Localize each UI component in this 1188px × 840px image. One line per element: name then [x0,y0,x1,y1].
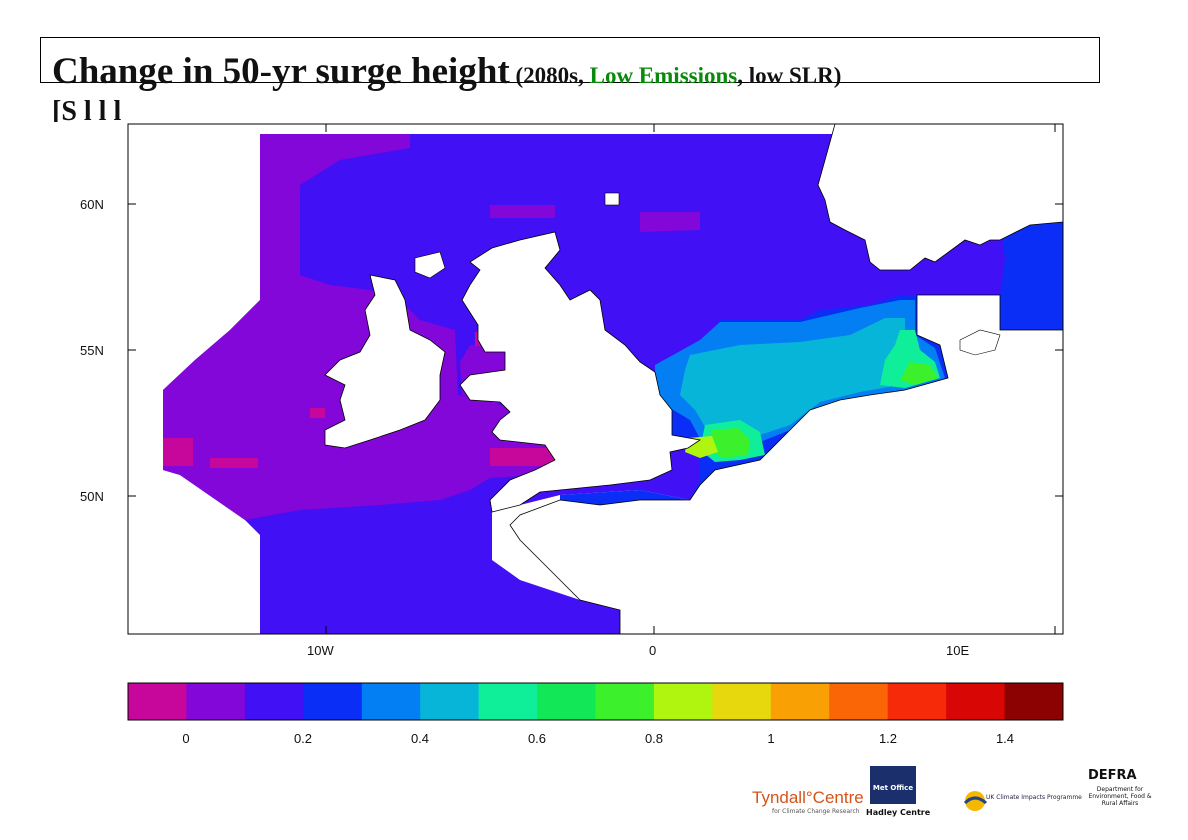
colorbar-label-0.2: 0.2 [294,731,312,746]
colorbar-swatch [537,683,596,720]
continent-land [509,294,1063,634]
lon-label-0: 0 [649,643,656,658]
colorbar-label-0: 0 [182,731,189,746]
title-scenario: Low Emissions [589,63,738,88]
hadley-centre-label: Hadley Centre [866,808,931,817]
ireland-land [324,274,446,449]
colorbar-swatch [770,683,830,720]
tyndall-subtitle: for Climate Change Research [772,808,860,815]
colorbar-swatch [361,683,421,720]
colorbar-swatch [244,683,304,720]
northsea-low-patch [640,212,700,232]
surge-field [163,124,1063,634]
danish-islands-outline [959,329,1001,356]
negative-patch-bristol [490,448,555,466]
map-title: Change in 50-yr surge height (2080s, Low… [52,50,841,93]
tyndall-logo: Tyndall°Centre [752,788,864,807]
title-close: , low SLR) [737,63,842,88]
met-office-logo [870,766,916,804]
colorbar-swatch [712,683,772,720]
colorbar-swatch [653,683,713,720]
defra-subtitle: Department for Environment, Food & Rural… [1088,786,1152,807]
title-open: (2080s, [509,63,590,88]
lat-label-55n: 55N [80,343,104,358]
title-second-line: [S l l l [52,96,122,122]
plot-frame [127,123,1064,635]
colorbar-swatch [186,683,246,720]
shetland-land [604,192,620,206]
axis-ticks [128,124,1063,634]
colorbar-swatch [1004,683,1064,720]
negative-patch-west [163,438,193,466]
logo-strip: Tyndall°Centre for Climate Change Resear… [740,760,1180,836]
colorbar-swatch [303,683,363,720]
colorbar-label-1: 1 [767,731,774,746]
norway-land [817,124,1063,271]
lat-label-50n: 50N [80,489,104,504]
colorbar [127,682,1064,721]
colorbar-swatch [128,683,187,720]
title-box [40,37,1100,83]
lat-label-60n: 60N [80,197,104,212]
colorbar-swatch [887,683,947,720]
defra-logo: DEFRA [1088,768,1137,783]
title-main: Change in 50-yr surge height [52,51,510,92]
colorbar-swatch [478,683,538,720]
colorbar-label-1.2: 1.2 [879,731,897,746]
colorbar-labels: 0 0.2 0.4 0.6 0.8 1 1.2 1.4 [182,731,1014,746]
colorbar-swatch [829,683,889,720]
hebrides-land [414,251,446,279]
sea-region-low [163,134,555,520]
lon-label-10e: 10E [946,643,969,658]
met-office-label: Met Office [872,784,914,792]
skagerrak-0.2 [1000,222,1063,330]
great-britain-land [459,231,702,513]
colorbar-label-0.8: 0.8 [645,731,663,746]
thames-0.6 [710,428,750,458]
negative-patch-ire [310,408,325,418]
colorbar-frame [127,682,1064,721]
shetland-low-patch [490,205,555,218]
sea-region-0.4 [680,318,935,440]
colorbar-label-0.6: 0.6 [528,731,546,746]
colorbar-swatch [595,683,655,720]
wadden-0.6 [900,362,938,385]
colorbar-swatch [946,683,1006,720]
negative-patch-sw [210,458,258,468]
colorbar-label-0.4: 0.4 [411,731,429,746]
ukcip-logo-icon [963,791,988,811]
ukcip-label: UK Climate Impacts Programme [986,794,1082,801]
colorbar-swatch [420,683,480,720]
lon-label-10w: 10W [307,643,334,658]
colorbar-label-1.4: 1.4 [996,731,1014,746]
